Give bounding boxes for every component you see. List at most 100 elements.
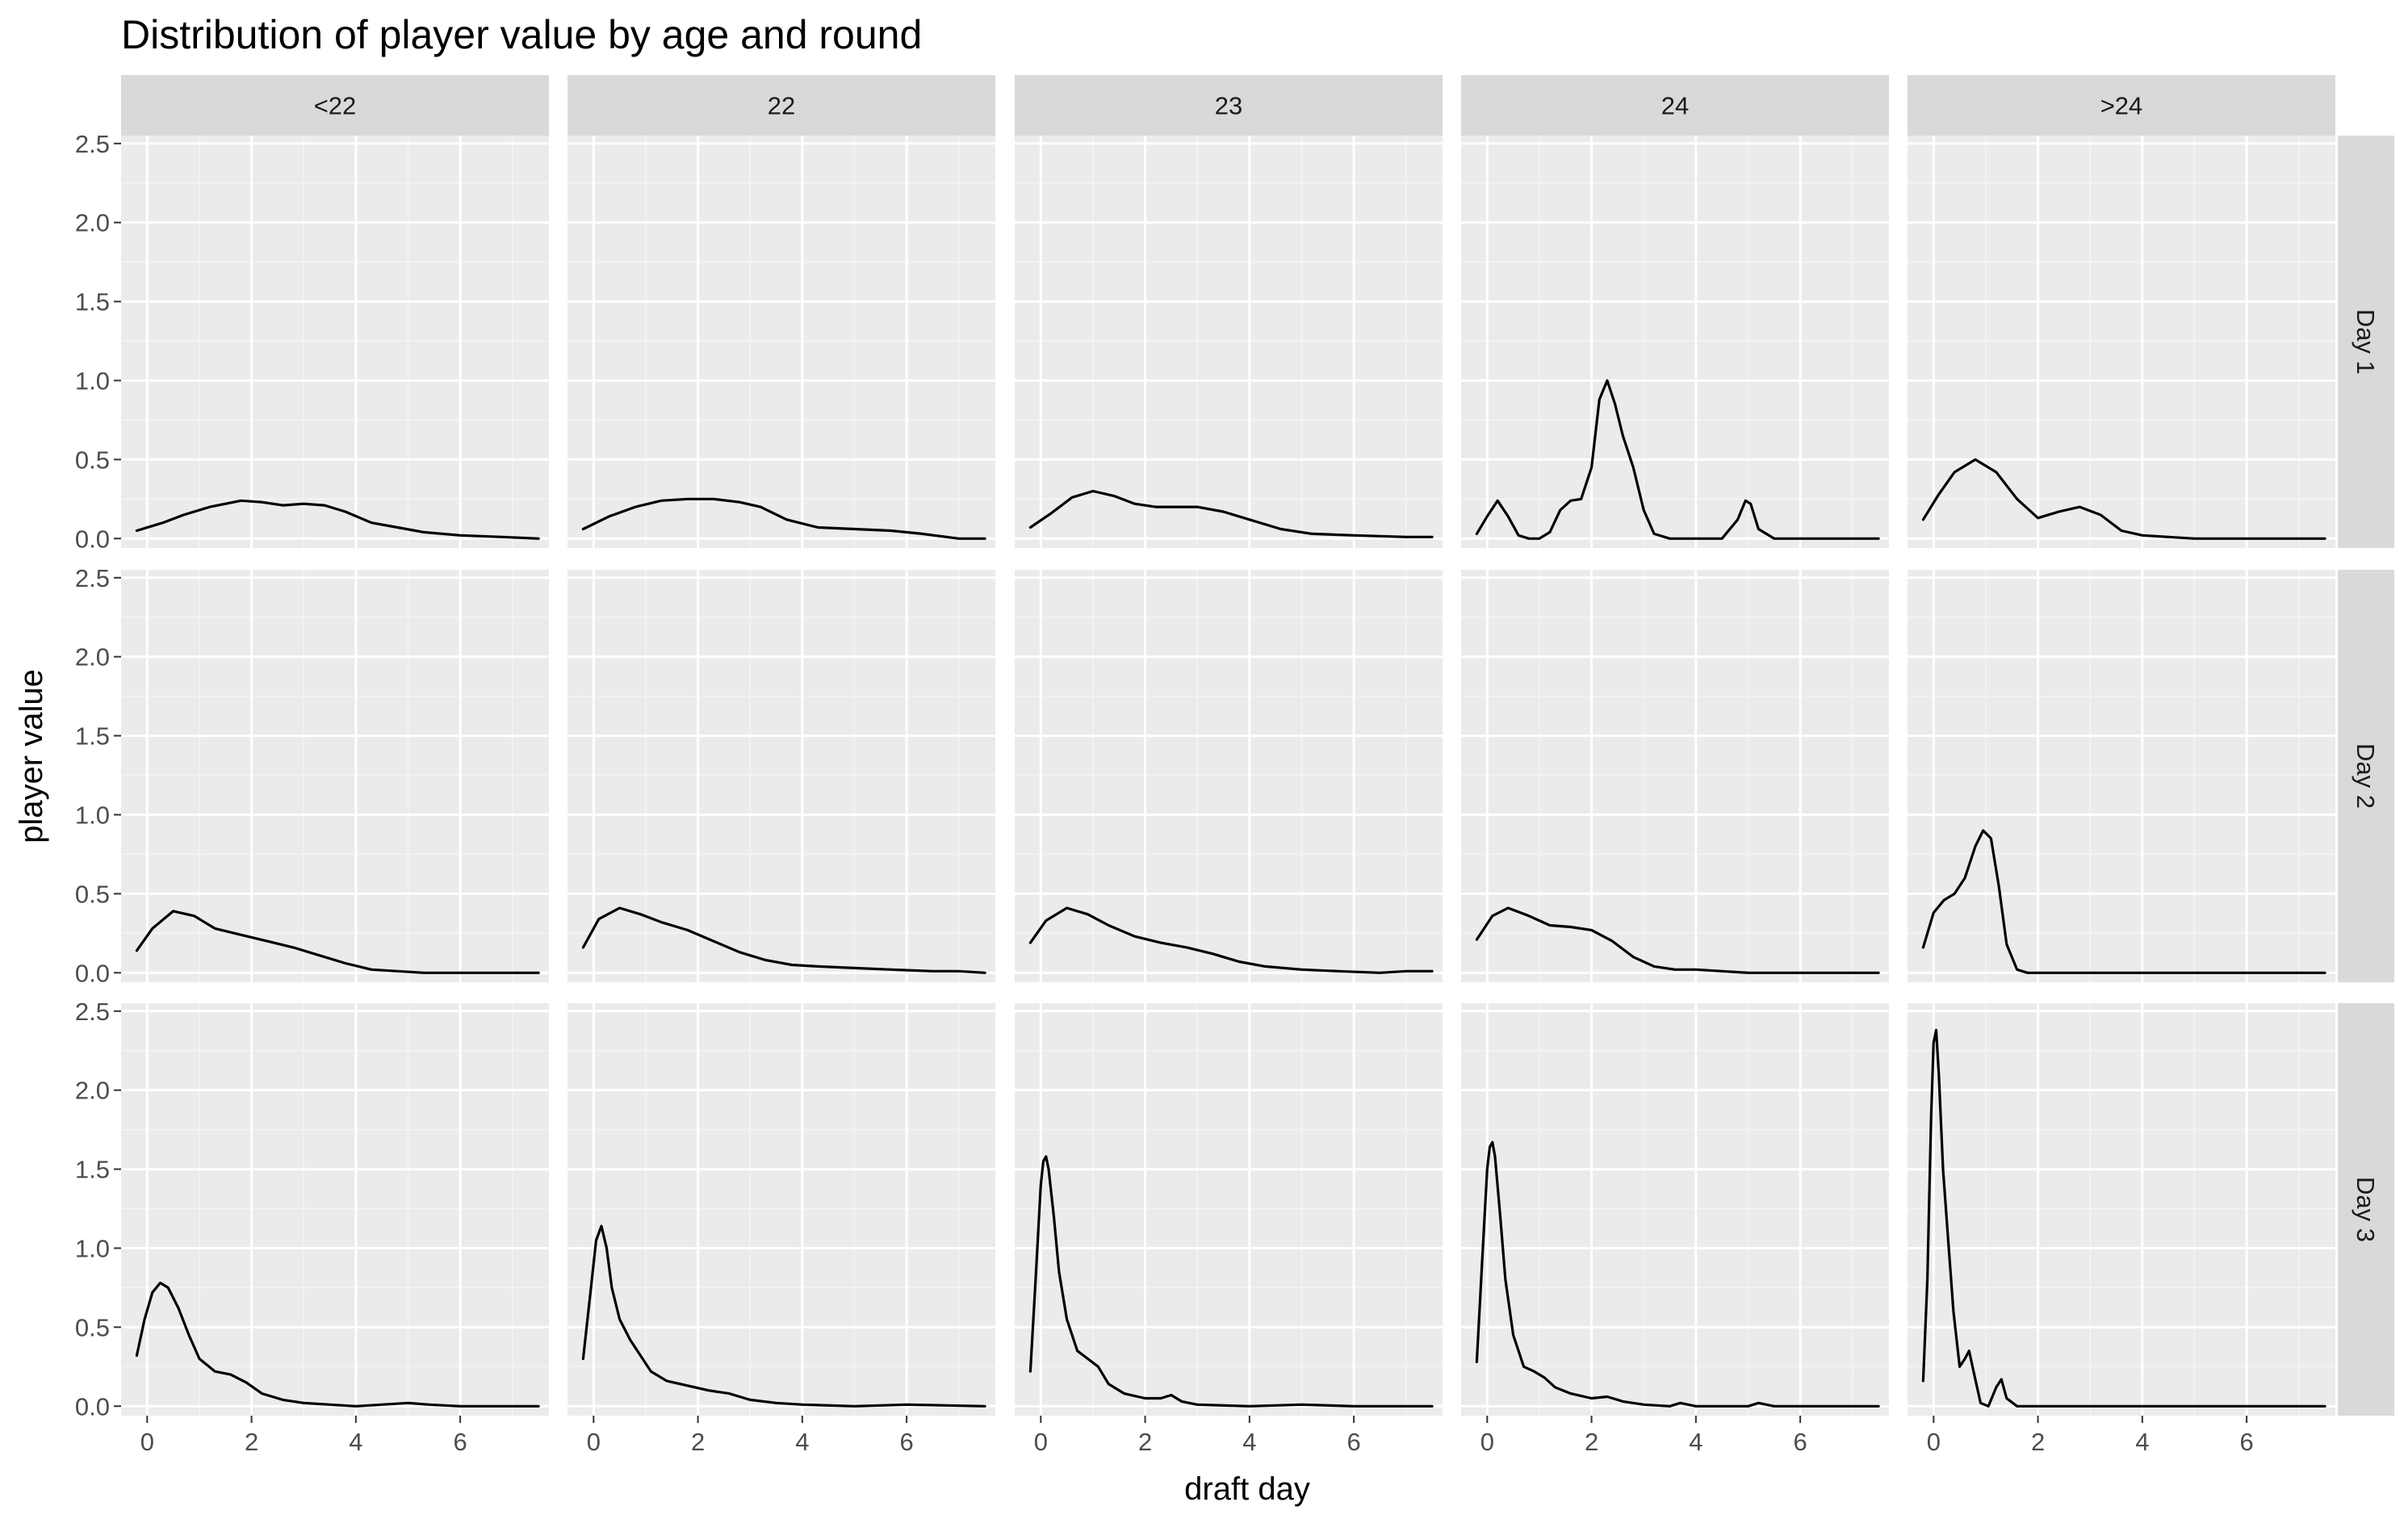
y-tick-label: 0.0 bbox=[75, 525, 110, 553]
x-tick-label: 4 bbox=[349, 1428, 362, 1456]
x-tick-label: 6 bbox=[453, 1428, 467, 1456]
strip-col-1: 22 bbox=[567, 75, 995, 136]
panel-background bbox=[1461, 136, 1889, 548]
panel-r0-c3 bbox=[1461, 136, 1889, 548]
x-tick-label: 6 bbox=[2239, 1428, 2253, 1456]
x-tick-label: 0 bbox=[140, 1428, 154, 1456]
y-tick-label: 1.0 bbox=[75, 366, 110, 395]
y-tick-label: 2.0 bbox=[75, 209, 110, 237]
x-tick-label: 0 bbox=[1927, 1428, 1941, 1456]
strip-row-label: Day 1 bbox=[2351, 309, 2380, 374]
strip-row-label: Day 2 bbox=[2351, 743, 2380, 809]
y-tick-label: 1.0 bbox=[75, 1234, 110, 1262]
panel-r0-c4 bbox=[1908, 136, 2335, 548]
density-line bbox=[135, 910, 540, 974]
strip-row-bg bbox=[2338, 570, 2394, 982]
y-tick-label: 2.5 bbox=[75, 998, 110, 1026]
panel-r1-c2 bbox=[1015, 570, 1443, 982]
panel-background bbox=[1908, 136, 2335, 548]
y-tick-label: 2.0 bbox=[75, 1077, 110, 1105]
panel-background bbox=[1461, 570, 1889, 982]
strip-col-0: <22 bbox=[121, 75, 549, 136]
panel-r2-c3: 0 2 4 6 bbox=[1461, 1003, 1889, 1456]
strip-row-bg bbox=[2338, 136, 2394, 548]
density-line bbox=[1921, 829, 2326, 974]
chart-title: Distribution of player value by age and … bbox=[121, 12, 922, 57]
x-tick-label: 2 bbox=[245, 1428, 258, 1456]
strip-col-bg bbox=[1908, 75, 2335, 136]
x-tick-label: 2 bbox=[2031, 1428, 2045, 1456]
y-tick-label: 0.5 bbox=[75, 446, 110, 474]
y-tick-label: 1.5 bbox=[75, 722, 110, 751]
x-tick-label: 2 bbox=[1585, 1428, 1598, 1456]
x-tick-label: 2 bbox=[691, 1428, 705, 1456]
panel-background bbox=[121, 1003, 549, 1416]
x-tick-label: 0 bbox=[1480, 1428, 1494, 1456]
panel-background bbox=[1461, 1003, 1889, 1416]
x-tick-label: 0 bbox=[587, 1428, 601, 1456]
strip-col-label: 23 bbox=[1215, 92, 1242, 120]
panel-r1-c3 bbox=[1461, 570, 1889, 982]
strip-row-1: Day 2 bbox=[2338, 570, 2394, 982]
strip-col-bg bbox=[567, 75, 995, 136]
strip-col-bg bbox=[1015, 75, 1443, 136]
strip-col-label: <22 bbox=[314, 92, 357, 120]
y-tick-label: 1.5 bbox=[75, 288, 110, 316]
strip-col-bg bbox=[1461, 75, 1889, 136]
density-line bbox=[1028, 1155, 1434, 1408]
y-tick-label: 2.5 bbox=[75, 564, 110, 592]
panel-r1-c4 bbox=[1908, 570, 2335, 982]
density-line bbox=[1921, 1028, 2326, 1408]
panel-background bbox=[1015, 570, 1443, 982]
strip-col-bg bbox=[121, 75, 549, 136]
x-tick-label: 4 bbox=[1689, 1428, 1702, 1456]
strip-col-label: 24 bbox=[1661, 92, 1689, 120]
density-line bbox=[135, 499, 540, 540]
strip-col-2: 23 bbox=[1015, 75, 1443, 136]
panel-background bbox=[567, 570, 995, 982]
density-line bbox=[581, 1224, 986, 1408]
panel-background bbox=[1908, 1003, 2335, 1416]
panel-r2-c1: 0 2 4 6 bbox=[567, 1003, 995, 1456]
panel-background bbox=[121, 570, 549, 982]
panel-background bbox=[1908, 570, 2335, 982]
strip-col-label: >24 bbox=[2100, 92, 2143, 120]
panel-r0-c2 bbox=[1015, 136, 1443, 548]
y-tick-label: 0.5 bbox=[75, 880, 110, 908]
y-tick-label: 0.0 bbox=[75, 1392, 110, 1420]
strip-row-bg bbox=[2338, 1003, 2394, 1416]
panel-background bbox=[1015, 136, 1443, 548]
panel-r1-c1 bbox=[567, 570, 995, 982]
x-tick-label: 4 bbox=[1242, 1428, 1256, 1456]
panel-r0-c0: 0.0 0.5 1.0 1.5 2.0 2.5 bbox=[75, 130, 549, 553]
panel-r1-c0: 0.0 0.5 1.0 1.5 2.0 2.5 bbox=[75, 564, 549, 987]
density-line bbox=[135, 1281, 540, 1408]
density-line bbox=[1475, 379, 1880, 540]
density-line bbox=[1028, 906, 1434, 974]
panel-r0-c1 bbox=[567, 136, 995, 548]
strip-row-2: Day 3 bbox=[2338, 1003, 2394, 1416]
x-tick-label: 2 bbox=[1138, 1428, 1152, 1456]
strip-col-4: >24 bbox=[1908, 75, 2335, 136]
strip-col-label: 22 bbox=[768, 92, 795, 120]
x-tick-label: 6 bbox=[1346, 1428, 1360, 1456]
x-tick-label: 6 bbox=[1793, 1428, 1807, 1456]
y-tick-label: 0.5 bbox=[75, 1313, 110, 1341]
density-line bbox=[1028, 489, 1434, 538]
x-tick-label: 4 bbox=[2135, 1428, 2149, 1456]
y-tick-label: 1.5 bbox=[75, 1156, 110, 1184]
y-tick-label: 1.0 bbox=[75, 801, 110, 829]
x-tick-label: 6 bbox=[899, 1428, 913, 1456]
strip-row-label: Day 3 bbox=[2351, 1177, 2380, 1242]
strip-col-3: 24 bbox=[1461, 75, 1889, 136]
density-line bbox=[1475, 1140, 1880, 1408]
panel-r2-c2: 0 2 4 6 bbox=[1015, 1003, 1443, 1456]
panel-background bbox=[567, 1003, 995, 1416]
density-line bbox=[581, 906, 986, 974]
x-tick-label: 0 bbox=[1034, 1428, 1048, 1456]
x-axis-title: draft day bbox=[1184, 1471, 1310, 1507]
panel-r2-c4: 0 2 4 6 bbox=[1908, 1003, 2335, 1456]
density-line bbox=[1921, 458, 2326, 540]
panel-r2-c0: 0.0 0.5 1.0 1.5 2.0 2.5 0 2 4 6 bbox=[75, 998, 549, 1456]
